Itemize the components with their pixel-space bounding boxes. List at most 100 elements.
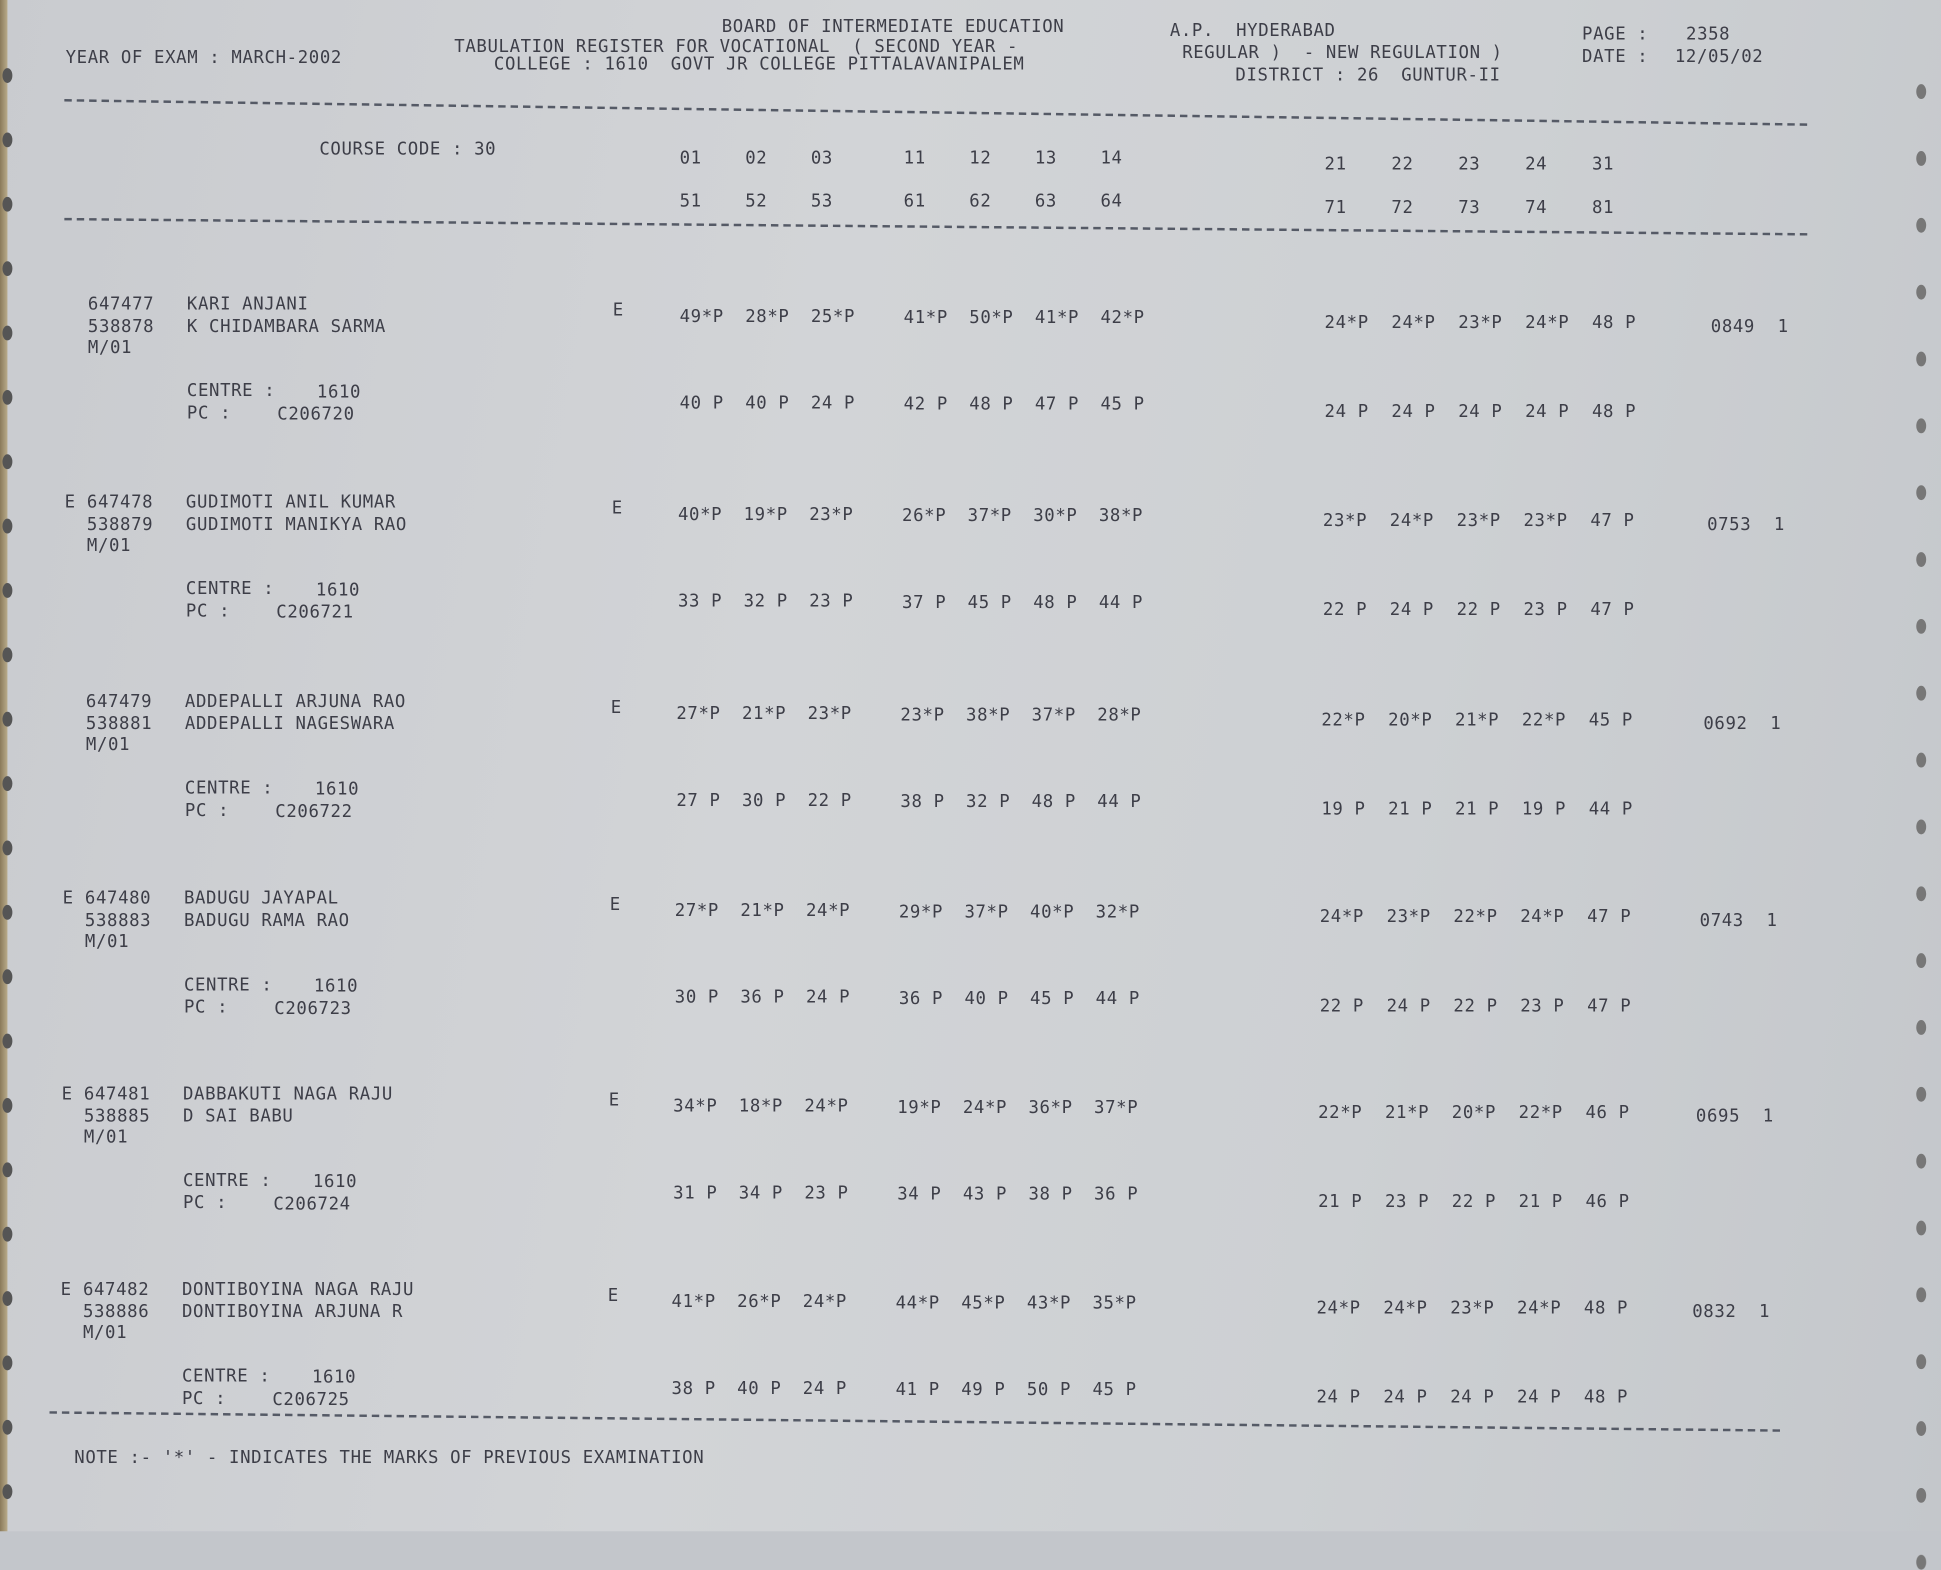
centre-code: 1610 xyxy=(311,1367,357,1388)
mark-previous: 22*P xyxy=(1318,1102,1363,1123)
mark-current: 24 P xyxy=(802,1379,847,1399)
flag: E xyxy=(610,698,622,718)
mark-current: 40 P xyxy=(964,989,1009,1009)
flag: E xyxy=(607,1286,619,1306)
mark-current: 23 P xyxy=(804,1183,849,1204)
centre-code: 1610 xyxy=(314,779,360,800)
punch-hole xyxy=(2,518,13,534)
pc-label: PC : xyxy=(185,601,231,622)
mark-previous: 41*P xyxy=(671,1292,716,1313)
paper-edge xyxy=(0,0,8,1532)
result-code: 1 xyxy=(1762,1106,1774,1127)
pc-label: PC : xyxy=(184,800,230,821)
punch-hole xyxy=(2,261,13,277)
punch-hole xyxy=(1916,84,1927,100)
centre-code: 1610 xyxy=(316,382,362,403)
column-code-bottom: 63 xyxy=(1034,191,1057,212)
mark-current: 40 P xyxy=(679,393,724,414)
mark-previous: 32*P xyxy=(1095,902,1140,923)
board-location: A.P. HYDERABAD xyxy=(1169,21,1336,41)
centre-code: 1610 xyxy=(312,1172,358,1193)
mark-previous: 21*P xyxy=(1384,1102,1430,1123)
divider xyxy=(64,217,1808,236)
result-code: 1 xyxy=(1759,1302,1771,1323)
mark-current: 22 P xyxy=(1322,600,1368,621)
mark-previous: 37*P xyxy=(1031,705,1076,726)
mark-current: 47 P xyxy=(1587,996,1632,1017)
punch-hole xyxy=(2,1355,13,1371)
mark-previous: 50*P xyxy=(969,308,1014,329)
punch-hole xyxy=(1916,819,1927,835)
mark-previous: 28*P xyxy=(745,306,790,327)
mark-current: 44 P xyxy=(1098,592,1144,613)
mark-current: 38 P xyxy=(1028,1184,1073,1205)
mark-current: 24 P xyxy=(1458,402,1503,423)
grand-total: 0832 xyxy=(1692,1302,1737,1323)
mark-current: 24 P xyxy=(1386,996,1431,1017)
mark-previous: 44*P xyxy=(895,1293,940,1314)
mark-current: 19 P xyxy=(1521,799,1567,820)
mark-previous: 24*P xyxy=(1383,1298,1428,1319)
mark-current: 34 P xyxy=(738,1183,783,1204)
pc-code: C206721 xyxy=(276,602,354,623)
column-code-top: 12 xyxy=(969,148,992,169)
category: M/01 xyxy=(82,1323,128,1344)
mark-previous: 47 P xyxy=(1587,907,1632,928)
punch-hole xyxy=(1916,953,1927,969)
mark-previous: 40*P xyxy=(1030,902,1075,923)
mark-previous: 36*P xyxy=(1028,1098,1073,1118)
mark-current: 36 P xyxy=(898,989,944,1009)
mark-previous: 23*P xyxy=(809,505,854,525)
mark-current: 33 P xyxy=(677,591,723,612)
mark-previous: 20*P xyxy=(1451,1102,1497,1123)
mark-current: 30 P xyxy=(674,987,719,1008)
mark-current: 43 P xyxy=(962,1184,1008,1205)
centre-label: CENTRE : xyxy=(183,975,273,996)
course-code: COURSE CODE : 30 xyxy=(319,139,497,160)
exempt-prefix: E xyxy=(62,888,74,909)
mark-current: 21 P xyxy=(1455,799,1500,820)
punch-hole xyxy=(1916,1153,1927,1169)
mark-current: 19 P xyxy=(1321,799,1366,820)
centre-label: CENTRE : xyxy=(186,381,276,402)
mark-previous: 27*P xyxy=(674,901,719,921)
column-code-top: 31 xyxy=(1591,154,1615,175)
mark-previous: 24*P xyxy=(1517,1298,1562,1319)
footnote: NOTE :- '*' - INDICATES THE MARKS OF PRE… xyxy=(74,1448,705,1469)
secondary-id: 538885 xyxy=(83,1106,151,1127)
mark-previous: 23*P xyxy=(807,704,852,725)
register-title-cont: REGULAR ) - NEW REGULATION ) xyxy=(1182,43,1503,64)
punch-hole xyxy=(2,196,13,212)
punch-hole xyxy=(2,647,13,663)
column-code-bottom: 71 xyxy=(1324,198,1347,218)
mark-previous: 22*P xyxy=(1518,1102,1563,1123)
mark-current: 24 P xyxy=(805,987,851,1008)
punch-hole xyxy=(2,1033,13,1049)
punch-hole xyxy=(1916,1487,1927,1503)
mark-current: 49 P xyxy=(961,1380,1006,1401)
centre-label: CENTRE : xyxy=(185,579,275,600)
secondary-id: 538883 xyxy=(84,911,152,931)
father-name: ADDEPALLI NAGESWARA xyxy=(184,714,395,735)
punch-hole xyxy=(1916,418,1927,434)
mark-current: 27 P xyxy=(676,791,721,811)
punch-hole xyxy=(2,325,13,341)
year-of-exam: YEAR OF EXAM : MARCH-2002 xyxy=(65,48,342,69)
mark-previous: 22*P xyxy=(1453,907,1498,928)
mark-previous: 23*P xyxy=(1458,313,1503,333)
mark-current: 38 P xyxy=(671,1379,716,1399)
pc-label: PC : xyxy=(183,997,229,1018)
punch-hole xyxy=(1916,1020,1927,1035)
mark-current: 24 P xyxy=(1450,1387,1495,1408)
mark-current: 47 P xyxy=(1034,394,1080,415)
punch-hole xyxy=(2,969,13,985)
mark-previous: 24*P xyxy=(1391,313,1436,333)
mark-previous: 23*P xyxy=(1386,907,1431,928)
secondary-id: 538886 xyxy=(82,1302,150,1323)
category: M/01 xyxy=(85,735,131,756)
column-code-top: 14 xyxy=(1100,148,1123,169)
result-code: 1 xyxy=(1777,316,1789,337)
mark-current: 24 P xyxy=(1525,402,1570,423)
punch-hole xyxy=(1916,485,1927,501)
mark-current: 38 P xyxy=(900,792,945,813)
